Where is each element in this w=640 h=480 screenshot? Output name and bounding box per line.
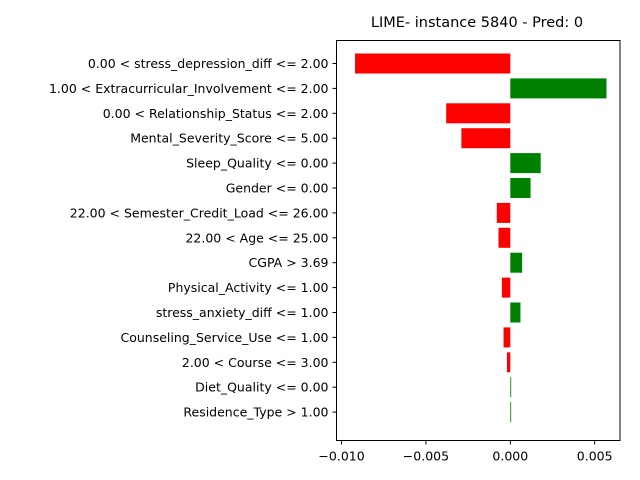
x-ticks: −0.010 −0.005 0.000 0.005 [318, 440, 613, 464]
bar [510, 302, 521, 323]
y-tick-label: Mental_Severity_Score <= 5.00 [130, 131, 328, 146]
y-tick-label: Gender <= 0.00 [226, 181, 329, 196]
bar [510, 78, 607, 99]
bar [506, 352, 511, 373]
y-tick-label: 2.00 < Course <= 3.00 [182, 355, 329, 370]
plot-frame [336, 40, 621, 441]
y-tick-label: 22.00 < Semester_Credit_Load <= 26.00 [70, 205, 329, 220]
x-tick-label: −0.005 [403, 449, 449, 464]
y-tick-label: CGPA > 3.69 [249, 255, 329, 270]
bar [498, 227, 511, 248]
bar [510, 178, 531, 198]
bar [496, 202, 511, 223]
y-tick-label: Physical_Activity <= 1.00 [168, 280, 329, 295]
chart-title: LIME- instance 5840 - Pred: 0 [371, 15, 583, 31]
bar [510, 402, 512, 423]
x-tick-label: −0.010 [318, 449, 364, 464]
bar [510, 377, 512, 398]
bar [503, 327, 511, 348]
bars-layer [355, 53, 607, 423]
bar [501, 277, 511, 298]
y-tick-label: 0.00 < stress_depression_diff <= 2.00 [88, 56, 329, 71]
x-tick-label: 0.005 [577, 449, 613, 464]
y-tick-labels: 0.00 < stress_depression_diff <= 2.00 1.0… [49, 56, 337, 420]
bar [510, 252, 523, 273]
y-tick-label: 0.00 < Relationship_Status <= 2.00 [103, 106, 329, 121]
y-tick-label: Sleep_Quality <= 0.00 [186, 156, 328, 171]
y-tick-label: stress_anxiety_diff <= 1.00 [156, 305, 329, 320]
y-tick-label: Residence_Type > 1.00 [183, 405, 328, 420]
bar [461, 128, 511, 149]
y-tick-label: Counseling_Service_Use <= 1.00 [120, 330, 328, 345]
x-tick-label: 0.000 [492, 449, 528, 464]
bar [355, 53, 511, 74]
y-tick-label: 22.00 < Age <= 25.00 [185, 230, 328, 245]
y-tick-label: Diet_Quality <= 0.00 [195, 380, 328, 395]
bar [510, 153, 541, 174]
y-tick-label: 1.00 < Extracurricular_Involvement <= 2.… [49, 81, 329, 96]
bar [446, 103, 511, 124]
